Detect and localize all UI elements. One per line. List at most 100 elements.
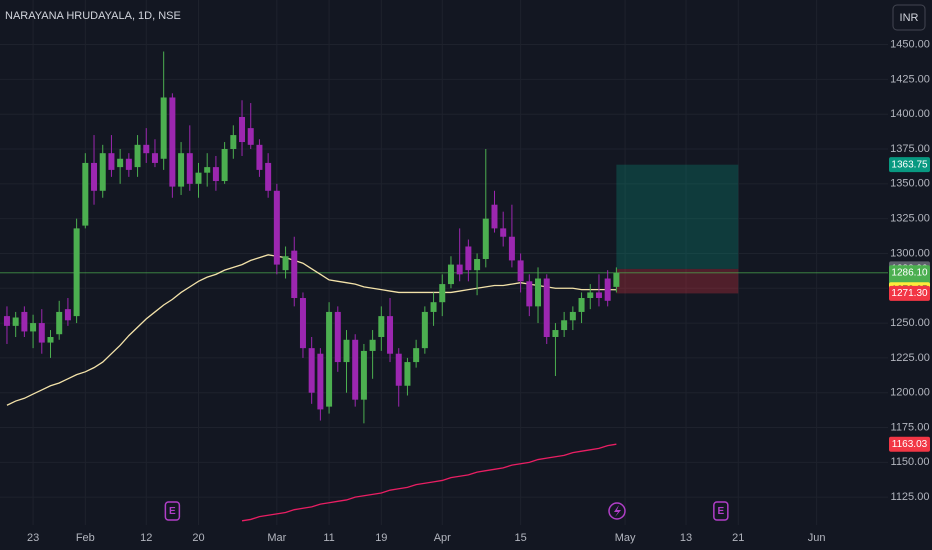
y-tick-label: 1125.00 bbox=[891, 491, 930, 503]
y-tick-label: 1175.00 bbox=[891, 421, 930, 433]
candle-body bbox=[273, 190, 280, 265]
candle-body bbox=[247, 128, 254, 145]
candle-body bbox=[12, 317, 19, 326]
candle-body bbox=[169, 97, 176, 187]
x-tick-label: 11 bbox=[323, 532, 334, 544]
plot-area bbox=[0, 51, 888, 522]
candle-body bbox=[378, 316, 385, 338]
x-tick-label: 23 bbox=[27, 532, 39, 544]
candle-body bbox=[38, 323, 45, 343]
candle-body bbox=[465, 246, 472, 271]
earnings-label: E bbox=[169, 506, 176, 517]
candle-body bbox=[561, 320, 568, 331]
candle-body bbox=[404, 362, 411, 386]
x-tick-label: Jun bbox=[808, 532, 826, 544]
candle-body bbox=[482, 218, 489, 260]
y-tick-label: 1400.00 bbox=[890, 108, 930, 120]
earnings-marker bbox=[164, 501, 181, 521]
earnings-label: E bbox=[718, 506, 725, 517]
candle-body bbox=[47, 337, 54, 343]
candle-body bbox=[3, 316, 10, 326]
candle-body bbox=[395, 353, 402, 386]
candle-body bbox=[30, 323, 37, 332]
y-tick-label: 1350.00 bbox=[890, 178, 930, 190]
y-tick-label: 1375.00 bbox=[890, 143, 930, 155]
y-tick-label: 1450.00 bbox=[890, 38, 930, 50]
candle-body bbox=[517, 260, 524, 282]
candle-body bbox=[578, 298, 585, 312]
candle-body bbox=[552, 330, 559, 338]
stop-price-label-box bbox=[889, 285, 930, 301]
candle-body bbox=[64, 309, 71, 321]
candle-body bbox=[387, 316, 394, 354]
candle-body bbox=[239, 116, 246, 143]
currency-button[interactable] bbox=[892, 4, 926, 31]
candle-body bbox=[456, 264, 463, 275]
candle-body bbox=[134, 144, 141, 168]
candle-body bbox=[299, 298, 306, 349]
candle-body bbox=[474, 259, 481, 271]
candle-body bbox=[221, 149, 228, 182]
x-tick-label: 15 bbox=[514, 532, 526, 544]
candle-body bbox=[543, 278, 550, 338]
moving-average-line bbox=[6, 254, 617, 406]
candle-body bbox=[56, 311, 63, 335]
candle-body bbox=[508, 236, 515, 261]
candle-body bbox=[430, 302, 437, 312]
candle-body bbox=[308, 348, 315, 393]
candle-body bbox=[178, 153, 185, 187]
x-tick-label: Mar bbox=[267, 532, 286, 544]
currency-label[interactable]: INR bbox=[900, 12, 919, 24]
x-tick-label: 20 bbox=[192, 532, 204, 544]
dividend-icon bbox=[608, 502, 626, 520]
candle-body bbox=[99, 153, 106, 191]
chart-title: NARAYANA HRUDAYALA, 1D, NSE bbox=[5, 10, 181, 22]
x-tick-label: Feb bbox=[76, 532, 95, 544]
candle-body bbox=[326, 311, 333, 407]
y-tick-label: 1325.00 bbox=[890, 213, 930, 225]
y-tick-label: 1200.00 bbox=[890, 387, 930, 399]
candle-body bbox=[282, 256, 289, 271]
candle-body bbox=[526, 281, 533, 307]
candle-body bbox=[360, 350, 367, 400]
stop-price-label: 1271.30 bbox=[891, 288, 928, 299]
ma2-price-label: 1163.03 bbox=[892, 439, 928, 450]
candle-body bbox=[143, 144, 150, 154]
candle-body bbox=[230, 135, 237, 150]
candle-body bbox=[343, 339, 350, 363]
target-price-label: 1363.75 bbox=[891, 159, 928, 170]
candle-body bbox=[413, 348, 420, 363]
candle-body bbox=[125, 158, 132, 170]
candle-body bbox=[500, 228, 507, 237]
candle-body bbox=[352, 339, 359, 400]
dividend-bolt bbox=[614, 505, 621, 517]
ma2-price-label-box bbox=[889, 436, 930, 452]
candle-body bbox=[439, 284, 446, 303]
candle-body bbox=[204, 167, 211, 173]
x-tick-label: May bbox=[615, 532, 636, 544]
candle-body bbox=[604, 278, 611, 301]
candle-body bbox=[421, 311, 428, 349]
moving-average-line bbox=[241, 443, 617, 522]
candle-body bbox=[151, 153, 158, 163]
last-price-label: 1286.10 bbox=[891, 267, 928, 278]
candle-body bbox=[256, 144, 263, 170]
candle-body bbox=[569, 311, 576, 321]
y-tick-label: 1250.00 bbox=[890, 317, 930, 329]
y-tick-label: 1425.00 bbox=[890, 73, 930, 85]
candle-body bbox=[212, 167, 219, 182]
x-tick-label: 12 bbox=[140, 532, 152, 544]
candle-body bbox=[317, 353, 324, 410]
y-tick-label: 1150.00 bbox=[891, 456, 930, 468]
candle-body bbox=[265, 162, 272, 191]
candle-body bbox=[613, 272, 620, 287]
earnings-marker bbox=[713, 501, 729, 521]
y-tick-label: 1300.00 bbox=[890, 247, 930, 259]
candle-body bbox=[369, 339, 376, 351]
x-tick-label: 13 bbox=[680, 532, 692, 544]
x-tick-label: 21 bbox=[732, 532, 744, 544]
candle-body bbox=[334, 311, 341, 363]
candle-body bbox=[595, 292, 602, 299]
